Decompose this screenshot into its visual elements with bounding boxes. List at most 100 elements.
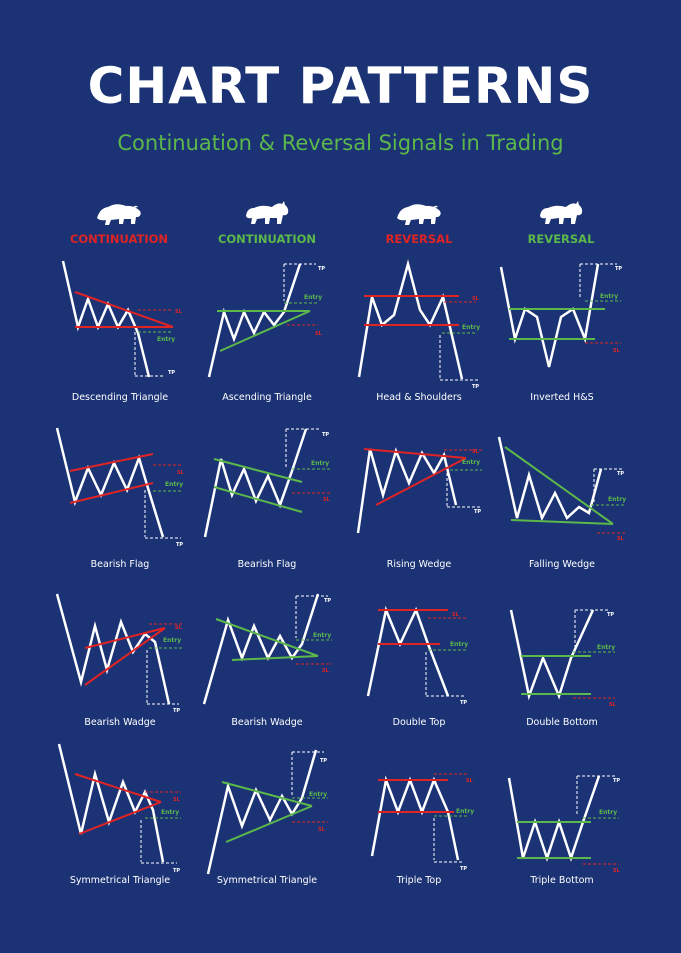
- pattern-caption: Symmetrical Triangle: [69, 875, 171, 886]
- pattern-descending-triangle: SL Entry TP Descending Triangle: [45, 255, 195, 415]
- pattern-caption: Falling Wedge: [529, 559, 595, 570]
- sl-label: SL: [175, 309, 183, 315]
- pattern-bearish-flag-1: SL Entry TP Bearish Flag: [45, 425, 195, 585]
- sl-label: SL: [617, 536, 625, 542]
- pattern-caption: Triple Top: [396, 875, 442, 886]
- entry-label: Entry: [456, 808, 474, 815]
- bear-icon: [97, 204, 141, 225]
- pattern-caption: Triple Bottom: [530, 875, 594, 886]
- column-label-1: CONTINUATION: [69, 232, 169, 246]
- entry-label: Entry: [309, 791, 327, 798]
- pattern-double-top: SL Entry TP Double Top: [344, 592, 494, 752]
- tp-label: TP: [607, 612, 614, 618]
- entry-label: Entry: [313, 632, 331, 639]
- tp-label: TP: [173, 868, 180, 874]
- tp-label: TP: [617, 471, 624, 477]
- sl-label: SL: [315, 331, 323, 337]
- pattern-diagram: Entry SL TP: [507, 775, 621, 874]
- entry-label: Entry: [608, 496, 626, 503]
- pattern-diagram: SL Entry TP: [370, 773, 474, 872]
- entry-label: Entry: [599, 809, 617, 816]
- column-label-4: REVERSAL: [527, 232, 595, 246]
- pattern-caption: Bearish Flag: [237, 559, 297, 570]
- pattern-inverted-hs: Entry SL TP Inverted H&S: [487, 255, 637, 415]
- pattern-diagram: Entry SL TP: [202, 593, 332, 705]
- tp-label: TP: [472, 384, 479, 390]
- entry-label: Entry: [600, 293, 618, 300]
- column-header-1: CONTINUATION: [44, 198, 194, 246]
- pattern-diagram: SL Entry TP: [356, 447, 482, 534]
- tp-label: TP: [168, 370, 175, 376]
- tp-label: TP: [460, 866, 467, 872]
- sl-label: SL: [472, 296, 480, 302]
- column-header-4: REVERSAL: [486, 198, 636, 246]
- pattern-diagram: Entry SL TP: [497, 436, 626, 542]
- pattern-diagram: Entry SL TP: [509, 609, 617, 708]
- entry-label: Entry: [157, 336, 175, 343]
- sl-label: SL: [472, 449, 480, 455]
- pattern-rising-wedge: SL Entry TP Rising Wedge: [344, 425, 494, 585]
- pattern-falling-wedge: Entry SL TP Falling Wedge: [487, 425, 637, 585]
- tp-label: TP: [318, 266, 325, 272]
- entry-label: Entry: [304, 294, 322, 301]
- pattern-caption: Bearish Wadge: [231, 717, 303, 728]
- pattern-caption: Descending Triangle: [71, 392, 169, 403]
- sl-label: SL: [466, 778, 474, 784]
- pattern-symmetrical-triangle-1: SL Entry TP Symmetrical Triangle: [45, 742, 195, 902]
- pattern-bearish-wadge-1: SL Entry TP Bearish Wadge: [45, 592, 195, 752]
- tp-label: TP: [320, 758, 327, 764]
- bull-icon: [246, 201, 289, 224]
- tp-label: TP: [173, 708, 180, 714]
- pattern-caption: Head & Shoulders: [376, 392, 462, 403]
- entry-label: Entry: [163, 637, 181, 644]
- tp-label: TP: [613, 778, 620, 784]
- pattern-diagram: Entry SL TP: [499, 263, 622, 368]
- sl-label: SL: [175, 625, 183, 631]
- pattern-head-shoulders: SL Entry TP Head & Shoulders: [344, 255, 494, 415]
- page-title: CHART PATTERNS: [87, 57, 594, 115]
- bull-icon: [540, 201, 583, 224]
- pattern-diagram: Entry SL TP: [203, 428, 331, 538]
- pattern-diagram: SL Entry TP: [55, 427, 185, 548]
- tp-label: TP: [615, 266, 622, 272]
- tp-label: TP: [176, 542, 183, 548]
- bear-icon: [397, 204, 441, 225]
- pattern-diagram: SL Entry TP: [55, 593, 183, 714]
- column-header-2: CONTINUATION: [192, 198, 342, 246]
- sl-label: SL: [613, 348, 621, 354]
- pattern-caption: Double Bottom: [526, 717, 598, 728]
- entry-label: Entry: [462, 324, 480, 331]
- entry-label: Entry: [450, 641, 468, 648]
- pattern-diagram: SL Entry TP: [357, 259, 480, 390]
- pattern-bearish-flag-2: Entry SL TP Bearish Flag: [192, 425, 342, 585]
- tp-label: TP: [322, 432, 329, 438]
- pattern-symmetrical-triangle-2: Entry SL TP Symmetrical Triangle: [192, 742, 342, 902]
- pattern-caption: Double Top: [392, 717, 446, 728]
- sl-label: SL: [452, 612, 460, 618]
- entry-label: Entry: [161, 809, 179, 816]
- pattern-diagram: Entry SL TP: [206, 749, 328, 875]
- sl-label: SL: [323, 497, 331, 503]
- pattern-double-bottom: Entry SL TP Double Bottom: [487, 592, 637, 752]
- entry-label: Entry: [462, 459, 480, 466]
- pattern-diagram: SL Entry TP: [57, 743, 181, 874]
- page-subtitle: Continuation & Reversal Signals in Tradi…: [117, 131, 564, 155]
- pattern-caption: Ascending Triangle: [222, 392, 312, 403]
- pattern-caption: Bearish Flag: [90, 559, 150, 570]
- pattern-diagram: Entry SL TP: [207, 263, 325, 378]
- column-label-3: REVERSAL: [385, 232, 453, 246]
- sl-label: SL: [318, 827, 326, 833]
- sl-label: SL: [322, 668, 330, 674]
- tp-label: TP: [324, 598, 331, 604]
- pattern-caption: Inverted H&S: [530, 392, 594, 403]
- tp-label: TP: [460, 700, 467, 706]
- pattern-caption: Bearish Wadge: [84, 717, 156, 728]
- column-header-3: REVERSAL: [344, 198, 494, 246]
- pattern-bearish-wadge-2: Entry SL TP Bearish Wadge: [192, 592, 342, 752]
- entry-label: Entry: [311, 460, 329, 467]
- pattern-triple-top: SL Entry TP Triple Top: [344, 742, 494, 902]
- sl-label: SL: [613, 868, 621, 874]
- column-label-2: CONTINUATION: [217, 232, 317, 246]
- pattern-diagram: SL Entry TP: [366, 605, 468, 706]
- tp-label: TP: [474, 509, 481, 515]
